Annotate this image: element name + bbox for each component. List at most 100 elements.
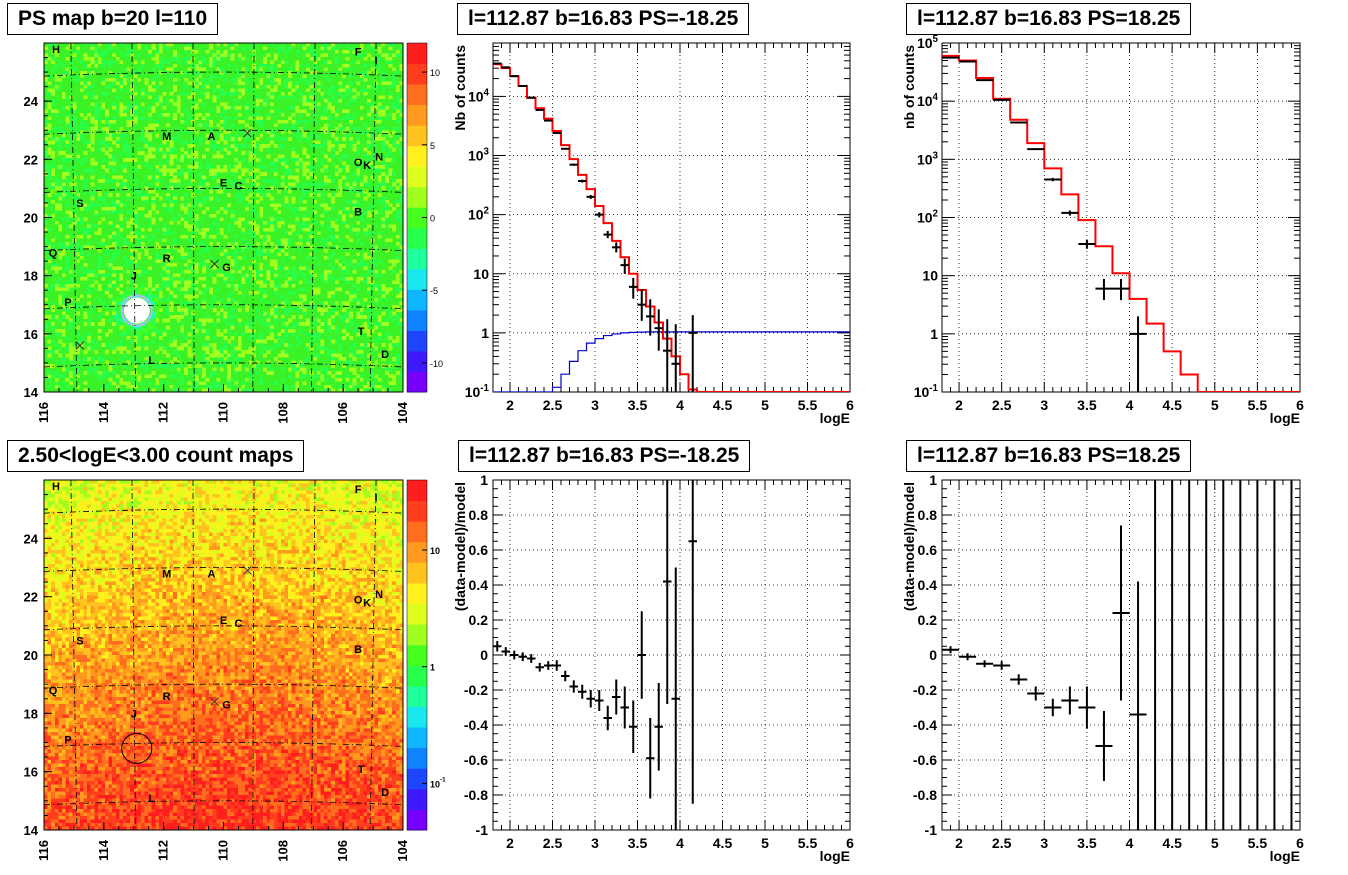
x-tick-label: 4.5 [1162, 835, 1182, 851]
y-tick-label: 1 [930, 326, 938, 342]
data-point [663, 319, 672, 392]
y-tick-label: 0.6 [469, 542, 489, 558]
source-label: O [354, 157, 363, 169]
data-point [688, 315, 697, 392]
x-axis-label: logE [1270, 410, 1300, 426]
y-tick-label: 102 [917, 209, 939, 226]
residual-chart-2: 2 2.5 3 3.5 4 4.5 5 5.5 6 logE -1 -0.8 -0.6 -0.4 -0.2 0… [898, 437, 1348, 875]
data-point [1010, 121, 1028, 124]
source-label: B [354, 207, 362, 219]
data-point [561, 670, 570, 682]
data-point [654, 683, 663, 771]
count-map-panel: H F I M A N O K E C S B Q R G J P T L D 116 114 112 110 108 106 10… [0, 437, 449, 875]
source-label: E [220, 178, 227, 190]
x-tick-label: 106 [335, 402, 350, 424]
y-tick-label: 10-1 [465, 383, 490, 400]
source-label: O [354, 595, 363, 607]
colorbar-segment [407, 768, 427, 790]
colorbar-segment [407, 289, 427, 311]
y-tick-label: 0.8 [918, 507, 938, 523]
residual-chart-1: 2 2.5 3 3.5 4 4.5 5 5.5 6 logE -1 -0.8 -0.6 -0.4 -0.2 0… [449, 437, 898, 875]
x-tick-label: 5 [1211, 397, 1219, 413]
x-tick-label: 3 [591, 397, 599, 413]
data-point [646, 299, 655, 336]
x-tick-label: 3 [591, 835, 599, 851]
x-tick-label: 112 [156, 402, 171, 423]
colorbar: 10 1 10-1 [406, 479, 446, 831]
data-point [646, 718, 655, 799]
source-label: J [131, 708, 137, 720]
grid-meridian [311, 42, 316, 393]
colorbar-tick-label: 0 [430, 214, 435, 224]
y-tick-label: 103 [468, 147, 490, 164]
colorbar-segment [407, 268, 427, 290]
data-point [1010, 674, 1028, 685]
source-label: J [131, 271, 137, 283]
x-tick-label: 2.5 [543, 835, 563, 851]
model-red-line [942, 54, 1300, 392]
x-tick-label: 110 [216, 840, 231, 861]
x-tick-label: 114 [96, 839, 111, 861]
data-point [527, 96, 536, 99]
source-label: E [220, 615, 227, 627]
y-tick-label: -0.4 [913, 717, 937, 733]
colorbar-segment [407, 541, 427, 563]
plot-area [493, 480, 697, 830]
x-tick-label: 4 [1126, 835, 1134, 851]
y-tick-label: 1 [480, 472, 488, 488]
colorbar-segment [407, 480, 427, 502]
source-label: G [222, 700, 231, 712]
data-point [518, 84, 527, 87]
data-point [1061, 686, 1079, 715]
data-point [629, 700, 638, 753]
y-tick-label: -0.6 [464, 752, 488, 768]
x-tick-label: 4.5 [713, 835, 733, 851]
x-tick-label: 6 [1296, 397, 1304, 413]
x-tick-label: 6 [1296, 835, 1304, 851]
y-tick-label: -0.8 [913, 787, 937, 803]
colorbar-tick-label: 10 [430, 546, 440, 556]
data-point [637, 289, 646, 321]
source-label: R [163, 691, 171, 703]
data-point [578, 684, 587, 699]
source-label: H [52, 481, 60, 493]
map-cells [44, 43, 404, 393]
x-tick-label: 5.5 [798, 835, 818, 851]
data-point [1027, 686, 1045, 701]
colorbar-tick-label: -5 [430, 286, 438, 296]
x-tick-label: 4 [676, 835, 684, 851]
x-tick-label: 2.5 [543, 397, 563, 413]
data-point [1061, 210, 1079, 216]
y-tick-label: -0.4 [464, 717, 488, 733]
y-tick-label: 10 [473, 266, 489, 282]
data-point [586, 690, 595, 708]
x-tick-label: 4.5 [713, 397, 733, 413]
x-tick-label: 5 [761, 397, 769, 413]
colorbar-segment [407, 685, 427, 707]
data-point [1095, 711, 1113, 781]
coordinate-grid [43, 42, 404, 393]
y-axis-label: nb of counts [901, 45, 917, 129]
x-tick-label: 5.5 [798, 397, 818, 413]
grid-meridian [131, 42, 136, 393]
residual-chart-1-title: l=112.87 b=16.83 PS=-18.25 [458, 440, 751, 472]
data-point [552, 660, 561, 671]
data-point [595, 212, 604, 218]
y-tick-label: 18 [24, 706, 38, 721]
data-point [671, 324, 680, 392]
colorbar-tick-label: 10-1 [430, 776, 446, 789]
grid [493, 479, 851, 831]
data-point [688, 480, 697, 804]
colorbar-segment [407, 104, 427, 126]
grid-meridian [192, 479, 195, 831]
coordinate-grid [43, 479, 404, 831]
data-point [595, 690, 604, 711]
x-tick-label: 2 [506, 835, 514, 851]
colorbar-segment [407, 145, 427, 167]
data-point [629, 277, 638, 299]
spectrum-chart-2-title: l=112.87 b=16.83 PS=18.25 [906, 3, 1192, 35]
data-point [612, 679, 621, 715]
data-point [603, 230, 612, 239]
